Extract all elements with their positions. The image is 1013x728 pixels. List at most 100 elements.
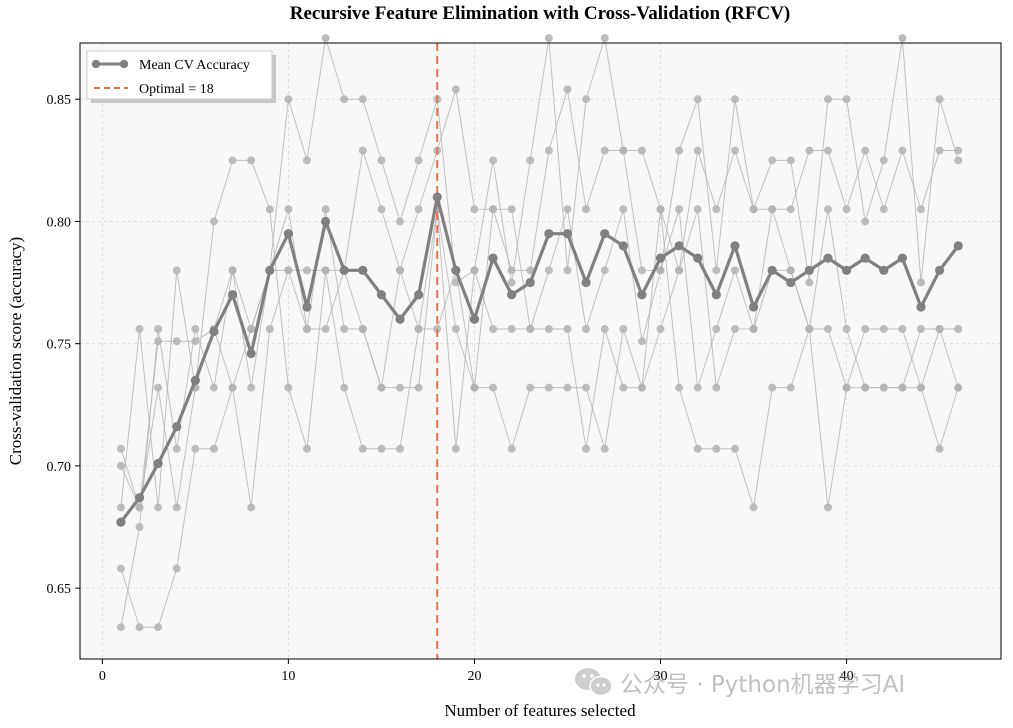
fold-point [377, 444, 386, 453]
fold-point [582, 444, 591, 453]
fold-point [749, 325, 758, 333]
fold-point [842, 383, 851, 392]
fold-point [879, 156, 888, 165]
mean-point [916, 302, 926, 312]
legend: Mean CV Accuracy Optimal = 18 [86, 50, 276, 103]
fold-point [730, 95, 739, 104]
mean-point [804, 265, 814, 275]
fold-point [954, 325, 963, 333]
mean-point [321, 216, 331, 227]
fold-point [247, 325, 256, 333]
fold-point [284, 383, 293, 392]
y-axis-label: Cross-validation score (accuracy) [6, 237, 25, 465]
fold-point [563, 85, 572, 94]
fold-point [377, 205, 386, 214]
fold-point [544, 34, 553, 43]
fold-lines [116, 34, 963, 632]
fold-point [489, 205, 498, 214]
fold-point [302, 325, 311, 333]
fold-point [526, 266, 535, 275]
wechat-icon [575, 668, 613, 697]
fold-point [879, 383, 888, 392]
fold-point [154, 503, 163, 512]
mean-point [432, 192, 442, 202]
fold-point [116, 564, 125, 573]
fold-point [526, 156, 535, 165]
mean-point [414, 290, 424, 300]
fold-point [544, 383, 553, 392]
fold-point [563, 266, 572, 275]
mean-point [655, 253, 666, 263]
mean-point [674, 241, 684, 251]
watermark-text: 公众号 · Python机器学习AI [620, 672, 905, 698]
fold-point [135, 523, 144, 531]
mean-point [562, 229, 573, 239]
fold-point [749, 205, 758, 214]
fold-point [823, 146, 832, 155]
fold-point [898, 383, 907, 392]
fold-point [861, 383, 870, 392]
fold-point [209, 217, 218, 226]
fold-point [935, 146, 944, 155]
mean-point [395, 314, 405, 324]
fold-point [116, 623, 125, 632]
fold-point [414, 325, 423, 333]
fold-point [823, 205, 832, 214]
mean-point [786, 277, 796, 288]
fold-point [284, 95, 293, 104]
fold-point [489, 156, 498, 165]
fold-point [321, 266, 330, 275]
grid [80, 43, 1001, 659]
fold-point [600, 146, 609, 155]
fold-point [916, 325, 925, 333]
fold-point [768, 205, 777, 214]
fold-point [135, 503, 144, 512]
fold-point [693, 205, 702, 214]
x-ticks: 0 10 20 30 40 [99, 659, 854, 684]
mean-series-line [119, 195, 960, 524]
fold-point [340, 95, 349, 104]
fold-point [582, 205, 591, 214]
legend-box [86, 50, 273, 100]
fold-point [414, 205, 423, 214]
fold-point [377, 156, 386, 165]
fold-point [172, 564, 181, 573]
fold-point [247, 383, 256, 392]
fold-point [396, 444, 405, 453]
fold-point [693, 95, 702, 104]
fold-point [209, 383, 218, 392]
mean-point [488, 253, 498, 263]
fold-point [526, 383, 535, 392]
fold-point [507, 278, 516, 287]
fold-point [712, 444, 721, 453]
fold-point [768, 383, 777, 392]
fold-point [135, 325, 144, 333]
fold-point [470, 266, 479, 275]
x-tick-label: 40 [840, 669, 854, 684]
fold-point [693, 444, 702, 453]
fold-point [302, 156, 311, 165]
fold-line [120, 209, 959, 628]
fold-point [637, 146, 646, 155]
fold-point [693, 383, 702, 392]
legend-optimal-label: Optimal = 18 [139, 82, 214, 97]
fold-point [619, 383, 628, 392]
mean-point [879, 265, 889, 275]
mean-point [153, 458, 163, 469]
fold-point [712, 266, 721, 275]
mean-point [748, 302, 759, 312]
legend-mean-marker [91, 59, 101, 69]
mean-point [544, 229, 554, 239]
y-ticks: 0.65 0.70 0.75 0.80 0.85 [47, 93, 80, 597]
mean-point [600, 229, 610, 239]
fold-point [284, 205, 293, 214]
mean-point [227, 290, 238, 300]
y-tick-label: 0.80 [47, 215, 72, 230]
watermark: 公众号 · Python机器学习AI [575, 668, 905, 698]
fold-point [340, 383, 349, 392]
x-tick-label: 0 [99, 669, 106, 684]
mean-point [841, 265, 852, 275]
fold-point [823, 325, 832, 333]
fold-point [451, 325, 460, 333]
fold-point [172, 337, 181, 346]
